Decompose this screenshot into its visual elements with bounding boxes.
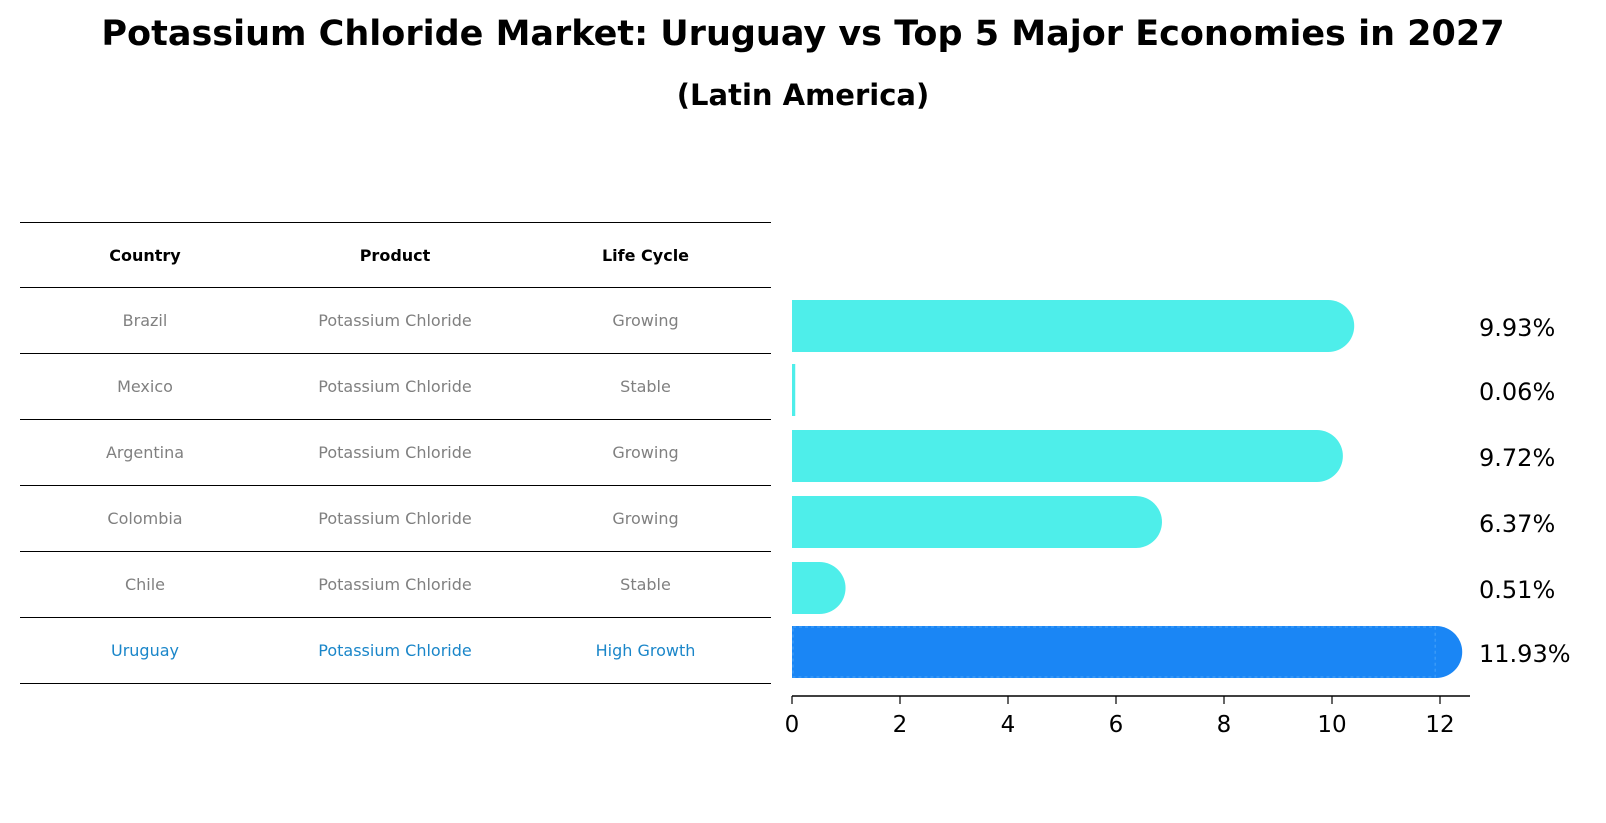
cell-life-cycle: Growing [612, 509, 679, 528]
value-label: 11.93% [1479, 640, 1571, 668]
value-label: 9.93% [1479, 314, 1555, 342]
cell-life-cycle: Stable [620, 377, 671, 396]
table-row: Chile Potassium Chloride Stable [20, 552, 771, 618]
cell-product: Potassium Chloride [318, 509, 472, 528]
cell-country: Uruguay [111, 641, 179, 660]
cell-life-cycle: Growing [612, 443, 679, 462]
value-label: 0.51% [1479, 576, 1555, 604]
cell-country: Mexico [117, 377, 173, 396]
table-row: Brazil Potassium Chloride Growing [20, 288, 771, 354]
bar-mexico [792, 364, 796, 416]
table-row: Colombia Potassium Chloride Growing [20, 486, 771, 552]
chart-subtitle: (Latin America) [676, 78, 930, 112]
bar-uruguay [792, 626, 1437, 678]
cell-product: Potassium Chloride [318, 443, 472, 462]
cell-life-cycle: Stable [620, 575, 671, 594]
cell-product: Potassium Chloride [318, 311, 472, 330]
cell-product: Potassium Chloride [318, 377, 472, 396]
x-tick-label: 10 [1317, 712, 1346, 738]
x-tick-label: 2 [893, 712, 908, 738]
cell-country: Chile [124, 575, 166, 594]
header-product: Product [359, 245, 431, 265]
bar-cap-brazil [1302, 300, 1355, 352]
x-tick-label: 6 [1109, 712, 1124, 738]
bar-argentina [792, 430, 1317, 482]
cell-life-cycle: Growing [612, 311, 679, 330]
bar-highlight-outline [792, 626, 1436, 678]
header-country: Country [109, 245, 181, 265]
x-tick-label: 0 [785, 712, 800, 738]
bar-cap-chile [793, 562, 846, 614]
bar-colombia [792, 496, 1136, 548]
x-tick-label: 4 [1001, 712, 1016, 738]
bar-cap-colombia [1109, 496, 1162, 548]
value-label: 9.72% [1479, 444, 1555, 472]
bar-cap-uruguay [1410, 626, 1463, 678]
bar-brazil [792, 300, 1329, 352]
table-row-highlight: Uruguay Potassium Chloride High Growth [20, 618, 771, 684]
cell-country: Brazil [122, 311, 168, 330]
x-tick-label: 12 [1425, 712, 1454, 738]
data-table: Country Product Life Cycle Brazil Potass… [20, 222, 771, 684]
cell-country: Colombia [107, 509, 183, 528]
table-header-row: Country Product Life Cycle [20, 222, 771, 288]
chart-title: Potassium Chloride Market: Uruguay vs To… [101, 14, 1505, 54]
table-row: Mexico Potassium Chloride Stable [20, 354, 771, 420]
table-row: Argentina Potassium Chloride Growing [20, 420, 771, 486]
x-tick-label: 8 [1217, 712, 1232, 738]
value-label: 6.37% [1479, 510, 1555, 538]
header-life-cycle: Life Cycle [601, 245, 690, 265]
value-label: 0.06% [1479, 378, 1555, 406]
bar-cap-argentina [1290, 430, 1343, 482]
cell-country: Argentina [105, 443, 185, 462]
cell-product: Potassium Chloride [318, 575, 472, 594]
cell-life-cycle: High Growth [595, 641, 696, 660]
cell-product: Potassium Chloride [318, 641, 472, 660]
